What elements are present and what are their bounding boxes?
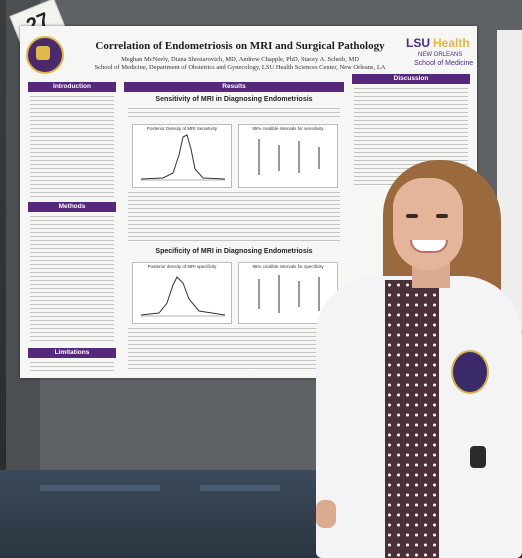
- coat-patch-icon: [451, 350, 489, 394]
- person-eye: [406, 214, 418, 218]
- blouse-pattern: [385, 280, 439, 558]
- logo-school: School of Medicine: [414, 60, 474, 67]
- logo-subtitle: NEW ORLEANS: [418, 52, 463, 58]
- wristwatch-icon: [470, 446, 486, 468]
- section-introduction: Introduction: [28, 82, 116, 92]
- floor-reflection: [40, 485, 160, 491]
- specificity-text: [128, 328, 340, 372]
- limitations-text: [30, 362, 114, 374]
- sensitivity-heading: Sensitivity of MRI in Diagnosing Endomet…: [155, 96, 313, 103]
- section-methods: Methods: [28, 202, 116, 212]
- intro-text: [30, 96, 114, 198]
- adjacent-poster: [497, 30, 522, 330]
- sensitivity-density-chart: Posterior Density of MRI Sensitivity: [132, 124, 232, 188]
- results-text: [128, 108, 340, 120]
- section-discussion: Discussion: [352, 74, 470, 84]
- person-hand: [316, 500, 336, 528]
- lsu-health-logo: LSU Health: [406, 36, 470, 50]
- sensitivity-interval-chart: 95% credible intervals for sensitivity: [238, 124, 338, 188]
- poster-authors: Meghan McNeely, Diana Shostarovich, MD, …: [94, 56, 386, 71]
- section-results: Results: [124, 82, 344, 92]
- floor-reflection: [200, 485, 280, 491]
- specificity-heading: Specificity of MRI in Diagnosing Endomet…: [155, 248, 313, 255]
- sensitivity-text: [128, 192, 340, 242]
- person-eye: [436, 214, 448, 218]
- university-seal-icon: [26, 36, 64, 74]
- section-limitations: Limitations: [28, 348, 116, 358]
- poster-title: Correlation of Endometriosis on MRI and …: [95, 40, 385, 52]
- person-face: [393, 178, 463, 270]
- methods-text: [30, 216, 114, 344]
- specificity-density-chart: Posterior density of MRI specificity: [132, 262, 232, 324]
